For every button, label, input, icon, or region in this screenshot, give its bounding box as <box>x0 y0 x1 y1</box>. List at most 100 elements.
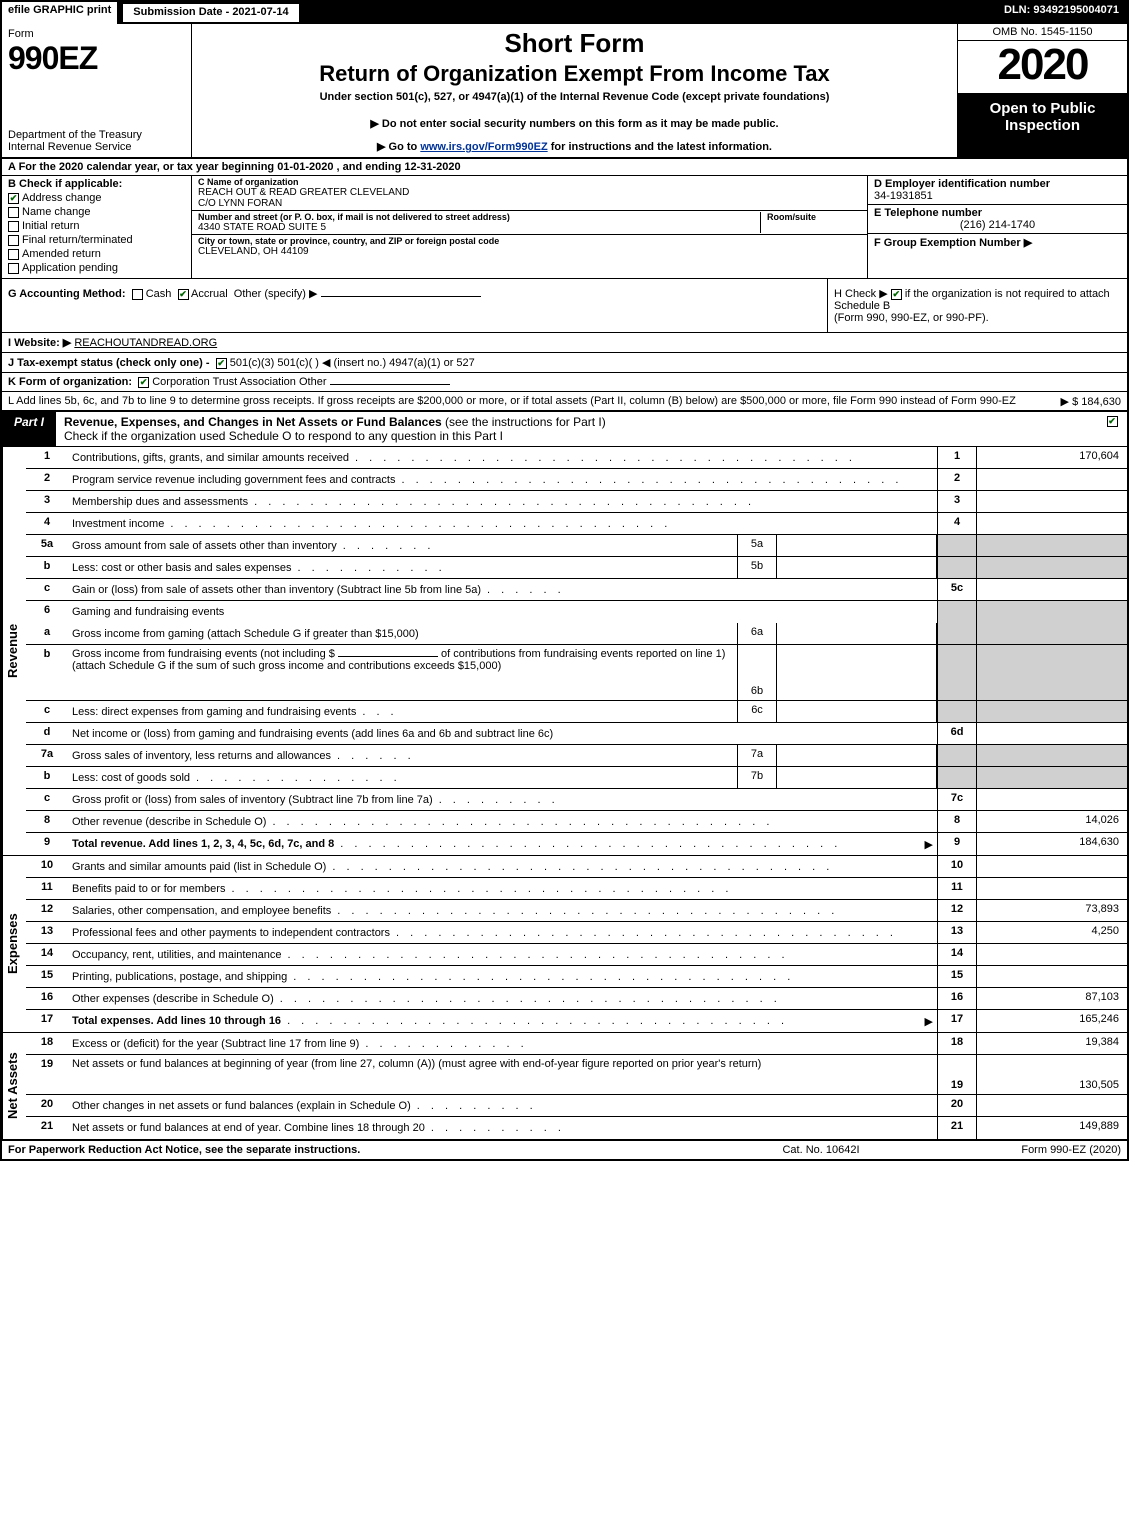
row-7b-subnum: 7b <box>737 767 777 788</box>
row-14: 14 Occupancy, rent, utilities, and maint… <box>26 944 1127 966</box>
row-6b: b Gross income from fundraising events (… <box>26 645 1127 701</box>
row-18: 18 Excess or (deficit) for the year (Sub… <box>26 1033 1127 1055</box>
row-9: 9 Total revenue. Add lines 1, 2, 3, 4, 5… <box>26 833 1127 855</box>
paperwork-notice: For Paperwork Reduction Act Notice, see … <box>8 1144 721 1156</box>
dots: . . . <box>362 706 733 718</box>
line-k: K Form of organization: ✔ Corporation Tr… <box>2 373 1127 392</box>
checkbox-501c3[interactable]: ✔ <box>216 358 227 369</box>
row-11-num: 11 <box>26 878 68 899</box>
website-value[interactable]: REACHOUTANDREAD.ORG <box>74 337 217 349</box>
row-6c-amount-grey <box>977 701 1127 722</box>
checkbox-accrual[interactable]: ✔ <box>178 289 189 300</box>
row-6a-subnum: 6a <box>737 623 777 644</box>
dots: . . . . . . . . . . . . . . . . . . . . … <box>254 496 933 508</box>
irs-link[interactable]: www.irs.gov/Form990EZ <box>420 141 547 153</box>
row-1: 1 Contributions, gifts, grants, and simi… <box>26 447 1127 469</box>
efile-print-label[interactable]: efile GRAPHIC print <box>2 2 119 24</box>
row-17: 17 Total expenses. Add lines 10 through … <box>26 1010 1127 1032</box>
city-state-zip: CLEVELAND, OH 44109 <box>198 246 861 257</box>
cb-label-name-change: Name change <box>22 206 91 218</box>
row-10-amount <box>977 856 1127 877</box>
row-19: 19 Net assets or fund balances at beginn… <box>26 1055 1127 1095</box>
row-21-lineno: 21 <box>937 1117 977 1139</box>
form-page: efile GRAPHIC print Submission Date - 20… <box>0 0 1129 1161</box>
row-6a: a Gross income from gaming (attach Sched… <box>26 623 1127 645</box>
part1-schedule-o-checkbox-wrap: ✔ <box>1097 412 1127 446</box>
checkbox-amended-return[interactable] <box>8 249 19 260</box>
omb-number: OMB No. 1545-1150 <box>958 24 1127 41</box>
other-specify-input[interactable] <box>321 296 481 297</box>
row-7b-subamt <box>777 767 937 788</box>
cb-label-final-return: Final return/terminated <box>22 234 133 246</box>
row-7a: 7a Gross sales of inventory, less return… <box>26 745 1127 767</box>
row-5c: c Gain or (loss) from sale of assets oth… <box>26 579 1127 601</box>
dots: . . . . . . . . . . . . . . . . . . . . … <box>287 1015 924 1027</box>
row-1-num: 1 <box>26 447 68 468</box>
checkbox-final-return[interactable] <box>8 235 19 246</box>
checkbox-schedule-o[interactable]: ✔ <box>1107 416 1118 427</box>
row-7c: c Gross profit or (loss) from sales of i… <box>26 789 1127 811</box>
row-6c-subamt <box>777 701 937 722</box>
row-6b-num: b <box>26 645 68 700</box>
row-5a-desc: Gross amount from sale of assets other t… <box>72 540 337 552</box>
row-5c-desc: Gain or (loss) from sale of assets other… <box>72 584 481 596</box>
expenses-section: Expenses 10 Grants and similar amounts p… <box>2 856 1127 1033</box>
row-7a-subamt <box>777 745 937 766</box>
room-label: Room/suite <box>767 212 861 222</box>
row-3-amount <box>977 491 1127 512</box>
row-16-lineno: 16 <box>937 988 977 1009</box>
row-18-amount: 19,384 <box>977 1033 1127 1054</box>
row-9-lineno: 9 <box>937 833 977 855</box>
dots: . . . . . . . . . . . . . . . . . . . . … <box>355 452 933 464</box>
row-6a-amount-grey <box>977 623 1127 644</box>
row-4-desc: Investment income <box>72 518 164 530</box>
arrow-icon: ▶ <box>925 838 933 851</box>
row-6b-desc1: Gross income from fundraising events (no… <box>72 648 335 660</box>
row-7a-num: 7a <box>26 745 68 766</box>
row-6-amount-grey <box>977 601 1127 623</box>
row-7c-amount <box>977 789 1127 810</box>
row-15-amount <box>977 966 1127 987</box>
street-address: 4340 STATE ROAD SUITE 5 <box>198 222 754 233</box>
line-k-label: K Form of organization: <box>8 376 132 388</box>
checkbox-h[interactable]: ✔ <box>891 289 902 300</box>
row-5c-amount <box>977 579 1127 600</box>
row-6: 6 Gaming and fundraising events <box>26 601 1127 623</box>
checkbox-address-change[interactable]: ✔ <box>8 193 19 204</box>
line-h-text1: H Check ▶ <box>834 288 888 300</box>
revenue-vlabel: Revenue <box>2 447 26 855</box>
row-21: 21 Net assets or fund balances at end of… <box>26 1117 1127 1139</box>
checkbox-name-change[interactable] <box>8 207 19 218</box>
other-org-input[interactable] <box>330 384 450 385</box>
row-6c: c Less: direct expenses from gaming and … <box>26 701 1127 723</box>
header-left: Form 990EZ Department of the Treasury In… <box>2 24 192 157</box>
row-6a-subamt <box>777 623 937 644</box>
line-l-text: L Add lines 5b, 6c, and 7b to line 9 to … <box>8 395 1016 407</box>
row-7c-desc: Gross profit or (loss) from sales of inv… <box>72 794 433 806</box>
row-13-amount: 4,250 <box>977 922 1127 943</box>
row-19-lineno: 19 <box>937 1055 977 1094</box>
row-6a-num: a <box>26 623 68 644</box>
row-12-num: 12 <box>26 900 68 921</box>
checkbox-cash[interactable] <box>132 289 143 300</box>
row-12-amount: 73,893 <box>977 900 1127 921</box>
row-21-num: 21 <box>26 1117 68 1139</box>
org-name-label: C Name of organization <box>198 177 861 187</box>
opt-accrual: Accrual <box>191 288 228 300</box>
row-3: 3 Membership dues and assessments. . . .… <box>26 491 1127 513</box>
title-return: Return of Organization Exempt From Incom… <box>198 61 951 87</box>
dots: . . . . . . . . . . . . . . . . . . . . … <box>170 518 933 530</box>
line-j-opts: 501(c)(3) 501(c)( ) ◀ (insert no.) 4947(… <box>230 357 475 369</box>
row-11-desc: Benefits paid to or for members <box>72 883 225 895</box>
row-8: 8 Other revenue (describe in Schedule O)… <box>26 811 1127 833</box>
row-10-lineno: 10 <box>937 856 977 877</box>
part1-title-rest: (see the instructions for Part I) <box>442 415 606 429</box>
row-5c-lineno: 5c <box>937 579 977 600</box>
checkbox-application-pending[interactable] <box>8 263 19 274</box>
row-6b-subnum: 6b <box>737 645 777 700</box>
row-6b-blank[interactable] <box>338 656 438 657</box>
checkbox-initial-return[interactable] <box>8 221 19 232</box>
checkbox-corporation[interactable]: ✔ <box>138 377 149 388</box>
row-11-amount <box>977 878 1127 899</box>
dots: . . . . . . . . . <box>417 1100 933 1112</box>
